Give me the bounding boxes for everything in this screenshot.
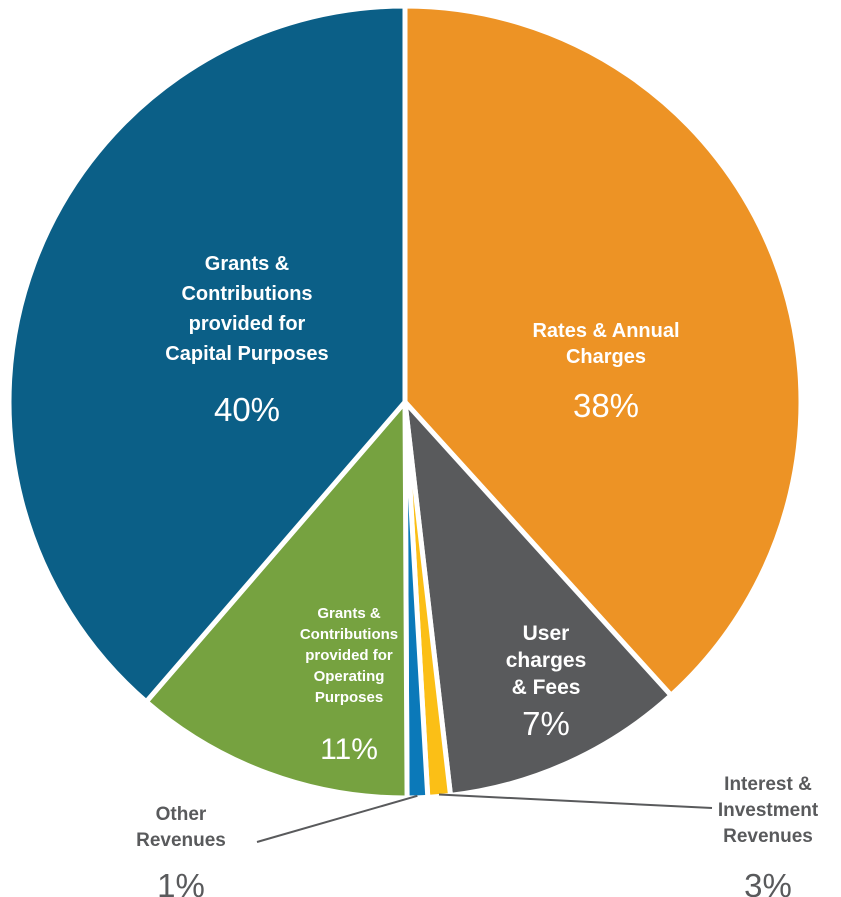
slice-label-2: User charges & Fees 7% (506, 622, 587, 742)
leader-line-other (256, 794, 418, 843)
slice-label-line: Investment (718, 800, 819, 821)
slice-label-line: Purposes (315, 689, 383, 706)
slice-value-label: 1% (157, 867, 205, 897)
pie-slice-1 (402, 3, 804, 698)
slice-value-label: 40% (214, 391, 280, 428)
slice-label-5: Grants & Contributions provided for Operati… (300, 605, 398, 766)
slice-label-line: User (523, 622, 570, 645)
slice-label-line: provided for (189, 313, 306, 335)
slice-label-line: Operating (314, 668, 385, 685)
slice-label-6: Grants & Contributions provided for Capital… (165, 253, 328, 428)
pie-slices (6, 3, 804, 801)
slice-label-line: provided for (305, 647, 393, 664)
slice-labels: Rates & Annual Charges 38% User charges & Fee… (136, 253, 819, 897)
slice-label-line: Grants & (205, 253, 289, 275)
slice-label-line: Interest & (724, 774, 812, 795)
slice-label-3: Interest & Investment Revenues 3% (718, 774, 819, 897)
slice-label-1: Rates & Annual Charges 38% (532, 320, 679, 424)
slice-label-line: Other (156, 804, 207, 825)
slice-label-line: Capital Purposes (165, 343, 328, 365)
pie-slice-5 (143, 399, 410, 801)
slice-label-line: Revenues (723, 826, 813, 847)
slice-label-line: Revenues (136, 830, 226, 851)
pie-slice-2 (402, 399, 674, 798)
slice-label-line: Contributions (300, 626, 398, 643)
slice-label-line: Contributions (181, 283, 312, 305)
slice-label-line: & Fees (512, 676, 581, 699)
slice-label-line: Grants & (317, 605, 381, 622)
slice-label-line: Rates & Annual (532, 320, 679, 342)
slice-value-label: 3% (744, 867, 792, 897)
slice-label-4: Other Revenues 1% (136, 804, 226, 897)
slice-label-line: charges (506, 649, 587, 672)
slice-value-label: 7% (522, 705, 570, 742)
slice-value-label: 38% (573, 387, 639, 424)
leader-line-interest (438, 793, 713, 809)
pie-slice-6 (6, 3, 408, 705)
slice-label-line: Charges (566, 346, 646, 368)
slice-value-label: 11% (320, 733, 378, 766)
